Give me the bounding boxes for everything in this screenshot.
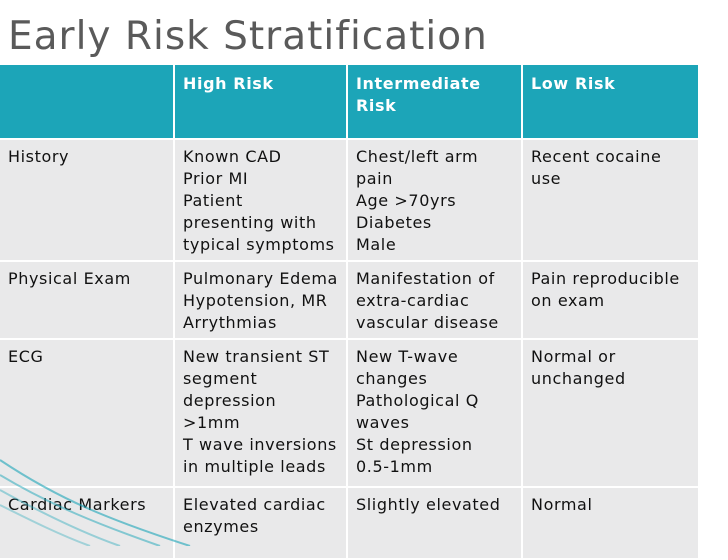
cell-text: Manifestation of — [356, 269, 495, 288]
cell-text: Recent cocaine — [531, 147, 662, 166]
cell-text: Pulmonary Edema — [183, 269, 338, 288]
cell-text: Arrythmias — [183, 313, 277, 332]
cell-text: unchanged — [531, 369, 626, 388]
row-label: ECG — [0, 340, 175, 488]
header-cell — [0, 65, 175, 140]
cell-text: Age >70yrs — [356, 191, 457, 210]
cell-text: Male — [356, 235, 397, 254]
cell-text: History — [8, 147, 70, 166]
row-label: Physical Exam — [0, 262, 175, 340]
cell-text: enzymes — [183, 517, 259, 536]
cell-text: Prior MI — [183, 169, 249, 188]
cell-text: Known CAD — [183, 147, 282, 166]
slide: Early Risk Stratification High Risk Inter… — [0, 14, 700, 560]
cell-text: Pathological Q — [356, 391, 479, 410]
cell-text: New T-wave — [356, 347, 459, 366]
table-cell: Elevated cardiac enzymes — [175, 488, 348, 560]
cell-text: Diabetes — [356, 213, 432, 232]
cell-text: Normal or — [531, 347, 616, 366]
cell-text: changes — [356, 369, 428, 388]
cell-text: Pain reproducible — [531, 269, 680, 288]
cell-text: ECG — [8, 347, 44, 366]
cell-text: Physical Exam — [8, 269, 131, 288]
table-cell: Pain reproducible on exam — [523, 262, 700, 340]
cell-text: Normal — [531, 495, 593, 514]
table-cell: Chest/left arm pain Age >70yrs Diabetes Male — [348, 140, 523, 262]
cell-text: New transient ST — [183, 347, 330, 366]
slide-title: Early Risk Stratification — [8, 14, 488, 59]
decoration — [0, 459, 191, 546]
cell-text: presenting with — [183, 213, 317, 232]
cell-text: Cardiac Markers — [8, 495, 147, 514]
cell-text: 0.5-1mm — [356, 457, 433, 476]
cell-text: depression — [183, 391, 277, 410]
cell-text: typical symptoms — [183, 235, 335, 254]
table-cell: Known CAD Prior MI Patient presenting with t… — [175, 140, 348, 262]
table-cell: Pulmonary Edema Hypotension, MR Arrythmias — [175, 262, 348, 340]
cell-text: Chest/left arm — [356, 147, 479, 166]
cell-text: segment — [183, 369, 258, 388]
table-cell: Normal — [523, 488, 700, 560]
cell-text: T wave inversions — [183, 435, 337, 454]
cell-text: St depression — [356, 435, 473, 454]
header-cell: High Risk — [175, 65, 348, 140]
cell-text: in multiple leads — [183, 457, 326, 476]
cell-text: Patient — [183, 191, 243, 210]
cell-text: use — [531, 169, 562, 188]
row-label: History — [0, 140, 175, 262]
cell-text: extra-cardiac — [356, 291, 470, 310]
table-cell: Manifestation of extra-cardiac vascular di… — [348, 262, 523, 340]
cell-text: vascular disease — [356, 313, 499, 332]
table-cell: New T-wave changes Pathological Q waves St d… — [348, 340, 523, 488]
cell-text: pain — [356, 169, 393, 188]
table-cell: Slightly elevated — [348, 488, 523, 560]
table-cell: New transient ST segment depression >1mm T w… — [175, 340, 348, 488]
cell-text: >1mm — [183, 413, 241, 432]
table-cell: Normal or unchanged — [523, 340, 700, 488]
cell-text: Slightly elevated — [356, 495, 501, 514]
header-cell: Intermediate Risk — [348, 65, 523, 140]
header-cell: Low Risk — [523, 65, 700, 140]
cell-text: on exam — [531, 291, 605, 310]
table-cell: Recent cocaine use — [523, 140, 700, 262]
cell-text: Elevated cardiac — [183, 495, 326, 514]
cell-text: Hypotension, MR — [183, 291, 328, 310]
cell-text: waves — [356, 413, 410, 432]
